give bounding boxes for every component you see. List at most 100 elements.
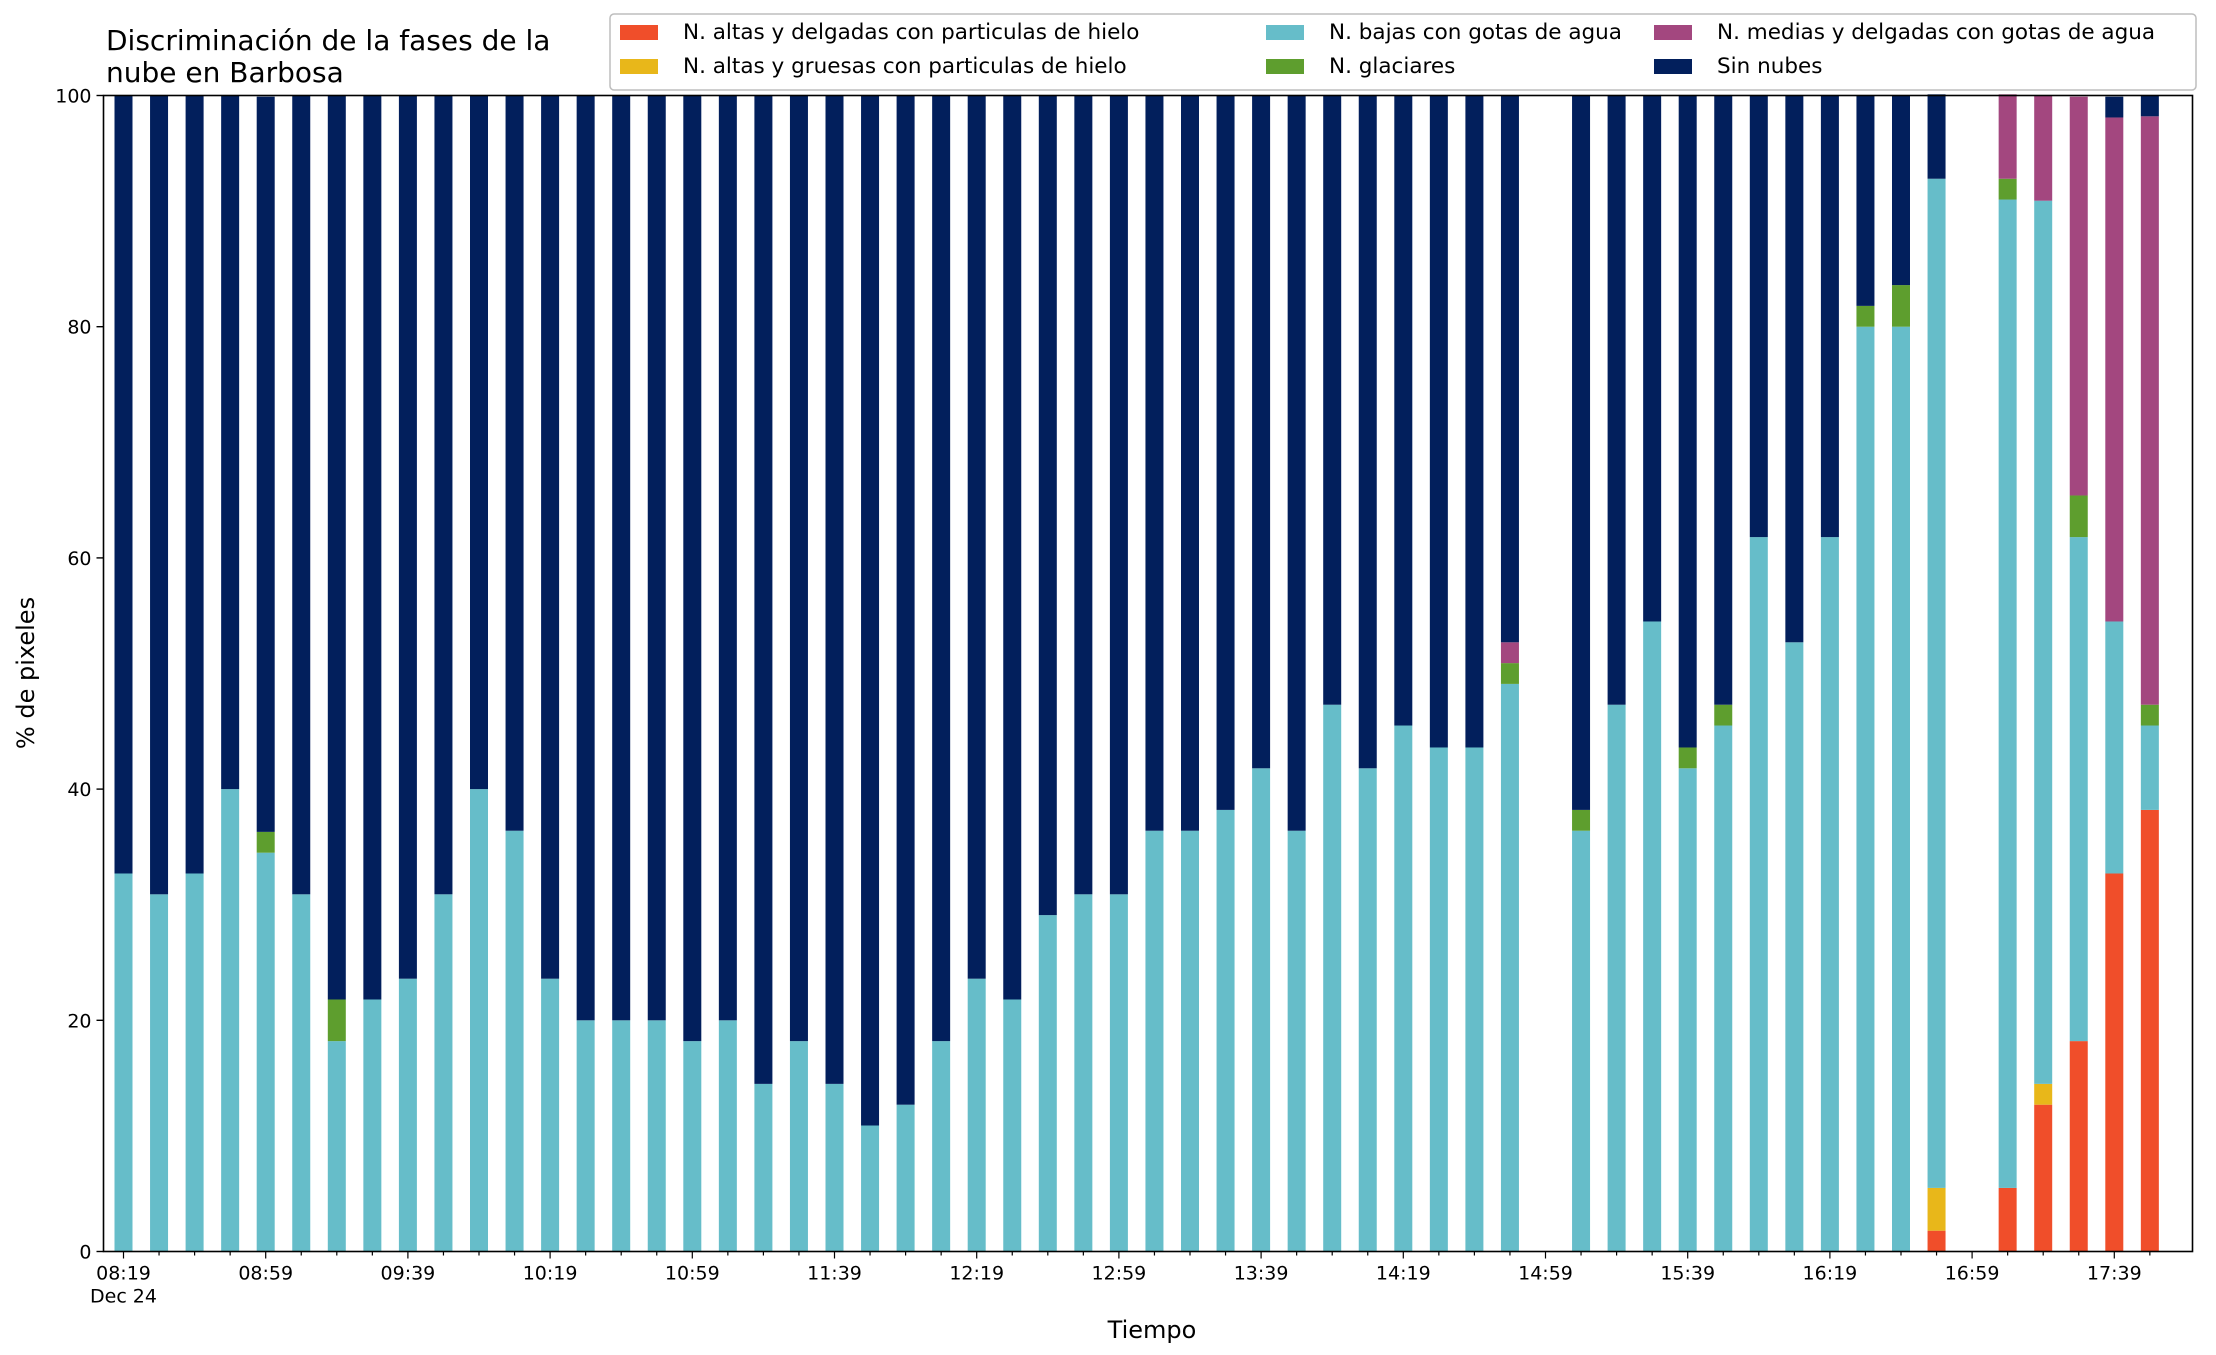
bar-segment-s4-t57 [2140, 116, 2159, 705]
bar-segment-s5-t20 [825, 95, 844, 1084]
bar-segment-s5-t44 [1678, 95, 1697, 748]
bar-segment-s2-t42 [1607, 704, 1626, 1252]
bar-segment-s2-t57 [2140, 725, 2159, 810]
bar-segment-s5-t42 [1607, 95, 1626, 705]
bar-segment-s5-t13 [576, 95, 595, 1021]
bar-segment-s2-t45 [1714, 725, 1733, 1252]
bar-segment-s2-t31 [1216, 809, 1235, 1252]
bar-segment-s5-t49 [1856, 95, 1875, 306]
legend-items: N. altas y delgadas con particulas de hi… [620, 20, 2155, 79]
bar-segment-s5-t14 [612, 95, 631, 1021]
bar-segment-s3-t6 [327, 999, 346, 1042]
bar-segment-s2-t28 [1109, 894, 1128, 1252]
bar-segment-s2-t24 [967, 978, 986, 1252]
y-axis-label: % de pixeles [12, 597, 40, 749]
x-tick-label: 12:59 [1092, 1263, 1147, 1285]
bar-segment-s5-t36 [1394, 95, 1413, 726]
bar-segment-s5-t21 [861, 95, 880, 1126]
x-axis-label: Tiempo [1107, 1316, 1197, 1344]
bar-segment-s2-t39 [1500, 683, 1519, 1252]
bar-segment-s3-t45 [1714, 704, 1733, 726]
bar-segment-s5-t15 [647, 95, 666, 1021]
legend-label: Sin nubes [1717, 54, 1822, 79]
bar-segment-s4-t39 [1500, 642, 1519, 664]
bar-segment-s2-t32 [1252, 768, 1271, 1252]
legend-label: N. altas y gruesas con particulas de hie… [683, 54, 1127, 79]
bar-segment-s2-t8 [398, 978, 417, 1252]
bar-segment-s5-t33 [1287, 95, 1306, 831]
bar-segment-s2-t16 [683, 1041, 702, 1252]
bar-segment-s2-t23 [932, 1041, 951, 1252]
bar-segment-s5-t41 [1572, 95, 1591, 810]
legend-swatch [620, 59, 658, 74]
legend-label: N. altas y delgadas con particulas de hi… [683, 20, 1139, 45]
bar-segment-s2-t29 [1145, 830, 1164, 1252]
bar-segment-s5-t26 [1038, 95, 1057, 916]
bar-segment-s5-t3 [221, 95, 240, 790]
bar-segment-s2-t13 [576, 1020, 595, 1252]
bar-segment-s5-t32 [1252, 95, 1271, 769]
bars-layer [114, 94, 2159, 1252]
bar-segment-s3-t4 [256, 831, 275, 853]
bar-segment-s3-t53 [1998, 178, 2017, 200]
bar-segment-s5-t30 [1181, 95, 1199, 831]
bar-segment-s5-t1 [150, 95, 169, 895]
bar-segment-s2-t4 [256, 852, 275, 1252]
bar-segment-s2-t38 [1465, 747, 1484, 1252]
bar-segment-s5-t50 [1892, 95, 1910, 286]
bar-segment-s5-t37 [1429, 95, 1448, 748]
chart-title-line-1: Discriminación de la fases de la [106, 24, 550, 57]
bar-segment-s5-t6 [327, 95, 346, 1000]
bar-segment-s2-t5 [292, 894, 311, 1252]
x-tick-label: 14:19 [1376, 1263, 1431, 1285]
bar-segment-s5-t8 [398, 95, 417, 979]
y-tick-label: 80 [67, 317, 91, 339]
legend-swatch [1266, 59, 1304, 74]
bar-segment-s4-t54 [2034, 95, 2053, 201]
bar-segment-s2-t54 [2034, 200, 2053, 1084]
bar-segment-s2-t46 [1749, 537, 1768, 1252]
bar-segment-s5-t45 [1714, 95, 1733, 705]
bar-segment-s5-t5 [292, 95, 311, 895]
x-tick-label: 10:59 [665, 1263, 720, 1285]
bar-segment-s3-t49 [1856, 305, 1875, 327]
bar-segment-s5-t18 [754, 95, 773, 1084]
bar-segment-s2-t47 [1785, 642, 1804, 1252]
legend-label: N. bajas con gotas de agua [1329, 20, 1622, 45]
bar-segment-s1-t54 [2034, 1083, 2053, 1105]
bar-segment-s5-t47 [1785, 95, 1804, 643]
bar-segment-s2-t7 [363, 999, 382, 1252]
bar-segment-s2-t48 [1820, 537, 1839, 1252]
bar-segment-s2-t18 [754, 1083, 773, 1252]
bar-segment-s2-t20 [825, 1083, 844, 1252]
bar-segment-s2-t2 [185, 873, 204, 1252]
bar-segment-s3-t44 [1678, 747, 1697, 769]
y-tick-label: 60 [67, 548, 91, 570]
x-tick-label: 12:19 [949, 1263, 1004, 1285]
legend: N. altas y delgadas con particulas de hi… [609, 13, 2197, 91]
bar-segment-s5-t57 [2140, 95, 2159, 117]
bar-segment-s5-t35 [1358, 95, 1377, 769]
bar-segment-s2-t21 [861, 1125, 880, 1252]
bar-segment-s5-t51 [1927, 94, 1946, 179]
bar-segment-s2-t9 [434, 894, 453, 1252]
bar-segment-s5-t17 [718, 95, 737, 1021]
bar-segment-s2-t44 [1678, 768, 1697, 1252]
bar-segment-s0-t54 [2034, 1104, 2053, 1252]
bar-segment-s2-t1 [150, 894, 169, 1252]
bar-segment-s2-t36 [1394, 725, 1413, 1252]
bar-segment-s2-t56 [2105, 621, 2124, 874]
legend-frame [609, 13, 2197, 91]
bar-segment-s4-t56 [2105, 117, 2124, 622]
bar-segment-s2-t22 [896, 1104, 915, 1252]
bar-segment-s2-t14 [612, 1020, 631, 1252]
x-tick-label: 14:59 [1518, 1263, 1573, 1285]
bar-segment-s5-t25 [1003, 95, 1022, 1000]
bar-segment-s5-t11 [505, 95, 524, 831]
legend-label: N. glaciares [1329, 54, 1455, 79]
bar-segment-s5-t43 [1643, 95, 1662, 622]
bar-segment-s2-t43 [1643, 621, 1662, 1252]
plot-frame [102, 94, 2194, 1253]
